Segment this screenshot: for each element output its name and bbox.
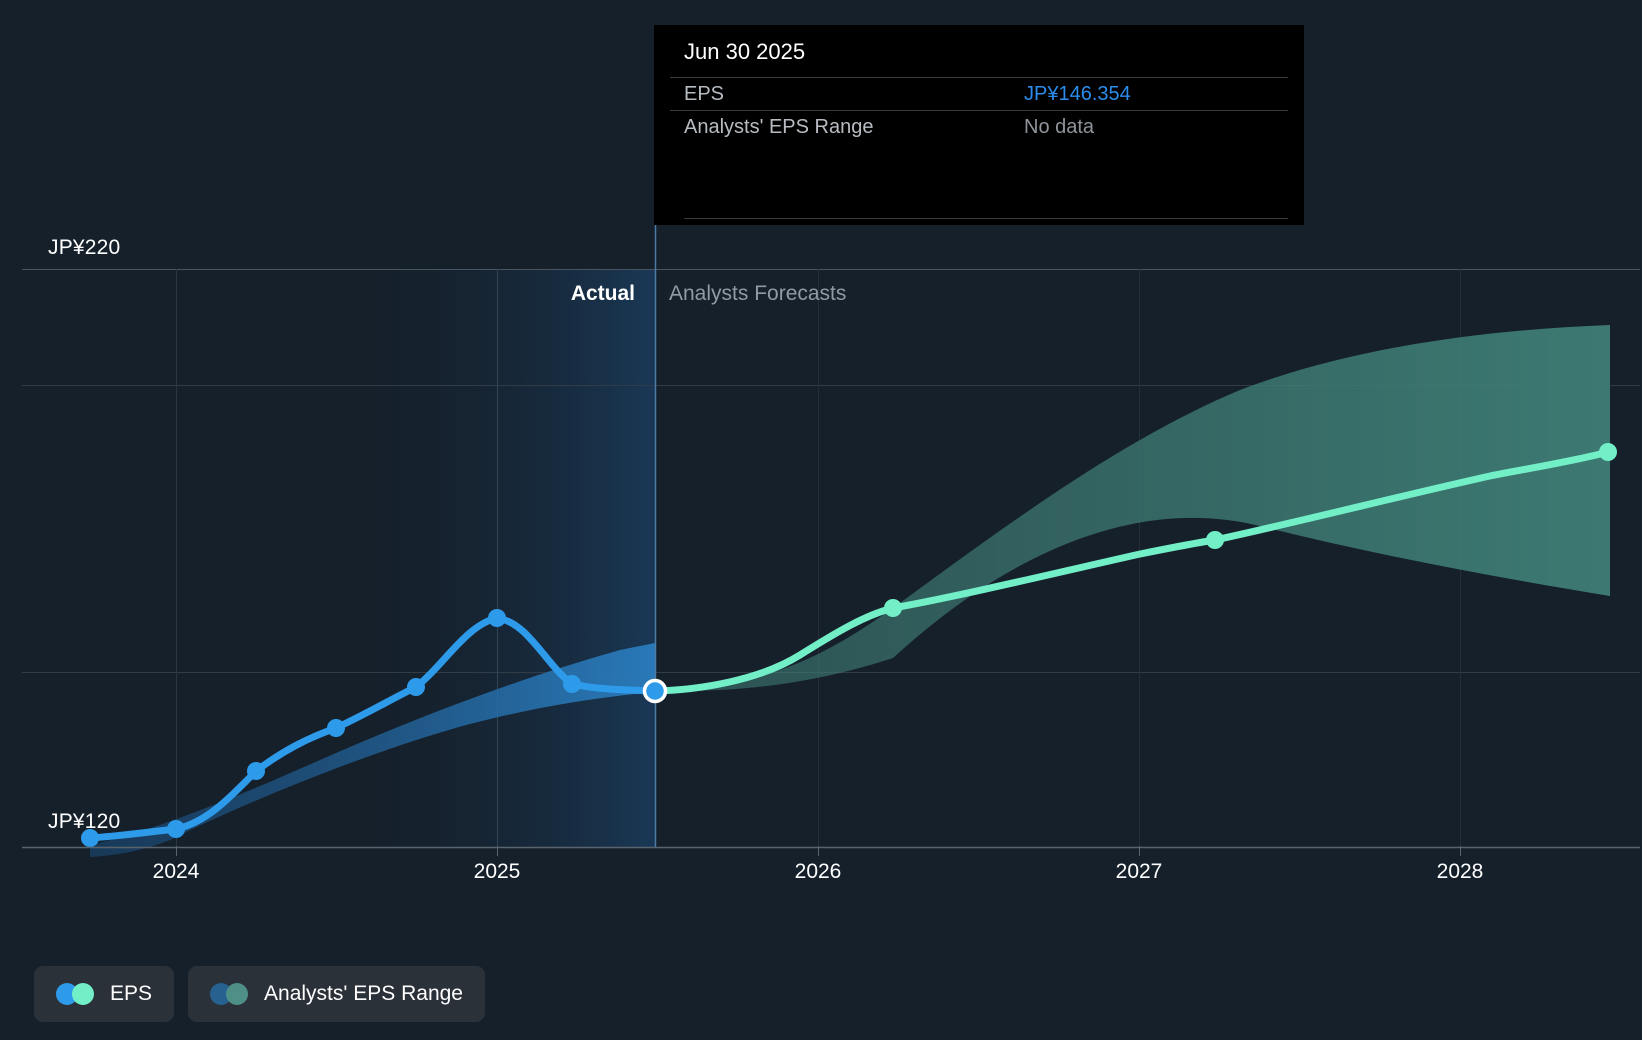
period-label-actual: Actual xyxy=(570,282,635,305)
eps-line-actual xyxy=(86,614,659,842)
x-tick-mark xyxy=(497,846,498,856)
legend-item-label: EPS xyxy=(110,982,153,1005)
x-tick-label-2025: 2025 xyxy=(473,860,521,883)
data-point[interactable] xyxy=(563,675,581,693)
legend-item-label: Analysts' EPS Range xyxy=(264,982,463,1005)
x-tick-label-2026: 2026 xyxy=(794,860,842,883)
x-tick-label-2027: 2027 xyxy=(1115,860,1163,883)
tooltip-title: Jun 30 2025 xyxy=(684,39,806,64)
chart-legend: EPS Analysts' EPS Range xyxy=(34,966,485,1022)
data-point[interactable] xyxy=(407,678,425,696)
analysts-range-band-actual xyxy=(90,643,655,857)
chart-tooltip: Jun 30 2025 EPS JP¥146.354 Analysts' EPS… xyxy=(654,25,1304,225)
data-point[interactable] xyxy=(1206,531,1224,549)
tooltip-row-label: Analysts' EPS Range xyxy=(684,115,874,138)
x-tick-label-2028: 2028 xyxy=(1436,860,1484,883)
y-axis-label-min: JP¥120 xyxy=(48,810,121,833)
legend-swatch-icon xyxy=(56,983,96,1005)
actual-period-highlight xyxy=(349,269,655,847)
legend-item-eps[interactable]: EPS xyxy=(34,966,175,1022)
analysts-range-band-forecast xyxy=(655,325,1610,691)
legend-item-analysts-eps-range[interactable]: Analysts' EPS Range xyxy=(188,966,485,1022)
tooltip-row-value: JP¥146.354 xyxy=(1024,82,1131,105)
eps-line-forecast xyxy=(651,448,1612,695)
data-point[interactable] xyxy=(327,719,345,737)
y-axis-label-max: JP¥220 xyxy=(48,236,121,259)
data-point[interactable] xyxy=(81,829,99,847)
x-tick-label-2024: 2024 xyxy=(152,860,200,883)
tooltip-footer-divider xyxy=(684,218,1288,219)
x-tick-mark xyxy=(818,846,819,856)
data-point[interactable] xyxy=(1599,443,1617,461)
chart-svg xyxy=(22,225,1640,857)
x-tick-mark xyxy=(176,846,177,856)
data-point[interactable] xyxy=(247,762,265,780)
legend-swatch-icon xyxy=(210,983,250,1005)
period-label-forecast: Analysts Forecasts xyxy=(669,282,847,305)
x-tick-mark xyxy=(1139,846,1140,856)
data-point[interactable] xyxy=(488,609,506,627)
tooltip-row-eps: EPS JP¥146.354 xyxy=(670,77,1288,110)
data-point[interactable] xyxy=(884,599,902,617)
tooltip-row-label: EPS xyxy=(684,82,725,105)
x-axis: 2024 2025 2026 2027 2028 xyxy=(0,846,1642,906)
data-point[interactable] xyxy=(167,820,185,838)
chart-plot-area[interactable] xyxy=(0,0,1642,890)
x-tick-mark xyxy=(1460,846,1461,856)
tooltip-row-value: No data xyxy=(1024,115,1095,138)
tooltip-row-analysts-range: Analysts' EPS Range No data xyxy=(670,110,1288,143)
selected-data-point[interactable] xyxy=(642,678,668,704)
